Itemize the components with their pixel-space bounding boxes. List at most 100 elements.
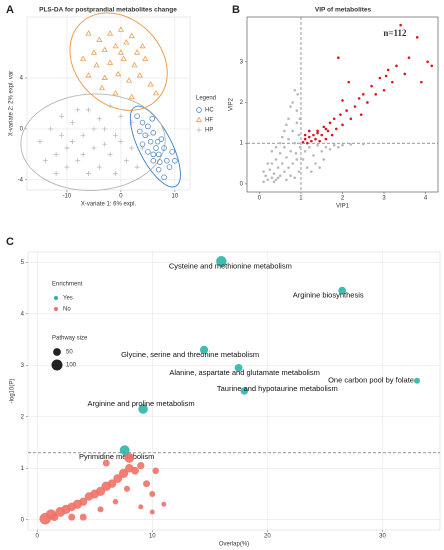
point: [112, 42, 119, 49]
point: [264, 174, 267, 178]
chart-title: PLS-DA for postprandial metabolites chan…: [39, 7, 177, 14]
point: [316, 129, 319, 133]
x-tick-label: 10: [149, 534, 156, 540]
point: [399, 23, 402, 27]
legend-label: 50: [66, 350, 73, 356]
y-tick-label: 2: [21, 414, 25, 420]
point: [270, 150, 274, 153]
point: [276, 166, 280, 169]
point: [128, 32, 135, 39]
point: [134, 164, 140, 170]
point: [289, 105, 292, 108]
x-axis-label: X-variate 1: 6% expl.: [81, 202, 137, 208]
point: [266, 178, 270, 182]
point: [129, 120, 135, 126]
point: [328, 121, 332, 125]
point-label: Cysteine and methionine metabolism: [169, 261, 292, 270]
point: [102, 126, 108, 132]
point: [283, 145, 286, 149]
point: [128, 93, 135, 100]
point: [301, 158, 305, 161]
point: [266, 162, 270, 165]
legend-label: 100: [66, 363, 77, 369]
y-axis-label: X-variate 2: 2% expl. var: [9, 71, 15, 136]
point: [155, 166, 162, 173]
legend-label: HP: [205, 128, 213, 134]
point: [303, 133, 307, 137]
point: [137, 128, 143, 135]
x-axis-label: VIP1: [336, 204, 350, 210]
plot-frame: [27, 251, 441, 531]
point: [332, 143, 336, 147]
point: [293, 176, 297, 180]
point: [382, 88, 386, 92]
point: [339, 113, 342, 116]
legend-marker: [54, 307, 58, 311]
point: [293, 88, 297, 92]
bubble: [338, 286, 347, 295]
bubble: [102, 459, 110, 467]
point: [123, 158, 129, 164]
point: [298, 117, 302, 121]
group-ellipse: [69, 12, 168, 111]
bubble: [137, 461, 145, 470]
point: [347, 80, 351, 84]
point: [298, 145, 302, 149]
point: [395, 64, 398, 68]
point: [285, 178, 288, 182]
point: [53, 151, 59, 157]
point-label: Taurine and hypotaurine metabolism: [217, 384, 338, 393]
point: [341, 123, 344, 127]
point: [303, 150, 307, 153]
x-tick-label: 20: [264, 534, 271, 540]
point: [294, 152, 298, 155]
point: [37, 139, 43, 145]
point: [357, 97, 361, 100]
legend-label: No: [63, 307, 71, 313]
y-axis-label: -log10(P): [10, 379, 16, 404]
point: [131, 62, 138, 68]
point: [152, 90, 160, 96]
legend-marker: [195, 116, 203, 122]
point: [158, 136, 165, 142]
plot-frame: [246, 16, 439, 193]
point: [274, 145, 278, 149]
point: [297, 133, 301, 137]
point: [150, 151, 157, 158]
legend-label: Yes: [63, 296, 73, 302]
point: [48, 126, 54, 132]
point: [407, 56, 411, 59]
point: [107, 151, 113, 157]
point: [96, 36, 103, 42]
point: [318, 166, 321, 169]
point: [145, 149, 151, 155]
x-tick-label: 4: [424, 196, 428, 202]
point: [80, 55, 87, 61]
point: [334, 127, 338, 131]
bubble: [143, 480, 151, 488]
chart-title: VIP of metabolites: [315, 7, 372, 14]
annotation: n=112: [383, 28, 407, 38]
point: [332, 117, 336, 121]
legend-label: HC: [205, 108, 214, 114]
point: [366, 101, 369, 104]
point: [291, 162, 294, 165]
bubble: [138, 404, 148, 414]
bubble: [97, 506, 104, 513]
point: [101, 46, 108, 53]
point: [274, 178, 278, 182]
point: [415, 36, 419, 39]
point: [86, 170, 92, 176]
point: [289, 174, 292, 178]
point: [328, 147, 332, 151]
point: [80, 151, 86, 157]
point: [262, 180, 265, 184]
point: [426, 60, 429, 64]
point-label: Alanine, aspartate and glutamate metabol…: [169, 368, 320, 377]
point: [280, 135, 284, 139]
y-tick-label: 3: [21, 363, 25, 369]
point: [287, 166, 290, 169]
x-tick-label: 30: [379, 534, 386, 540]
point: [314, 162, 317, 165]
point: [164, 157, 170, 164]
